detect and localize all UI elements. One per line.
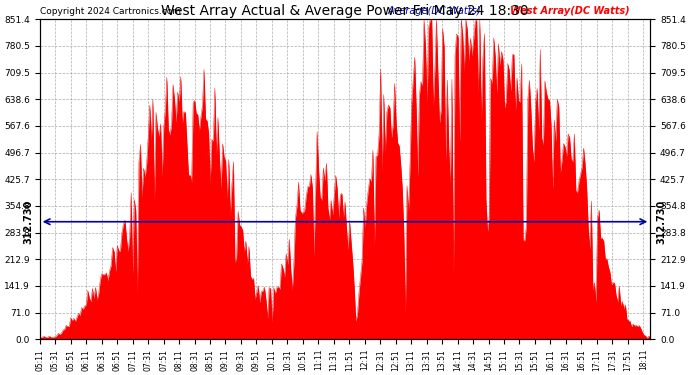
Title: West Array Actual & Average Power Fri May 24 18:30: West Array Actual & Average Power Fri Ma…	[161, 4, 529, 18]
Text: 312.730: 312.730	[656, 200, 667, 244]
Text: Average(DC Watts): Average(DC Watts)	[388, 6, 481, 16]
Text: West Array(DC Watts): West Array(DC Watts)	[510, 6, 629, 16]
Text: 312.730: 312.730	[23, 200, 34, 244]
Text: Copyright 2024 Cartronics.com: Copyright 2024 Cartronics.com	[40, 7, 181, 16]
